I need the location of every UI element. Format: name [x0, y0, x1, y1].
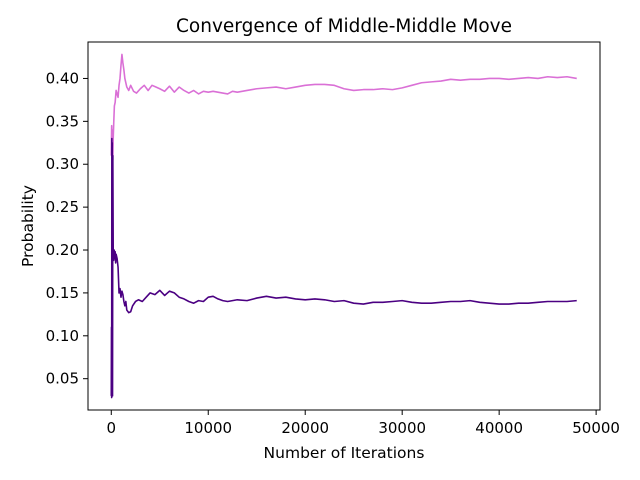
x-tick-label: 0 [106, 419, 116, 437]
y-tick-label: 0.40 [46, 69, 79, 87]
plot-series [110, 53, 577, 399]
y-tick-label: 0.30 [46, 155, 79, 173]
x-tick-label: 10000 [184, 419, 232, 437]
x-axis: 0 10000 20000 30000 40000 50000 [106, 410, 620, 437]
series-line-2 [110, 137, 577, 399]
y-tick-label: 0.10 [46, 327, 79, 345]
y-tick-label: 0.25 [46, 198, 79, 216]
y-tick-label: 0.05 [46, 370, 79, 388]
y-tick-label: 0.15 [46, 284, 79, 302]
y-axis-label: Probability [19, 185, 37, 267]
x-tick-label: 20000 [281, 419, 329, 437]
x-tick-label: 50000 [572, 419, 620, 437]
x-axis-label: Number of Iterations [264, 444, 425, 462]
plot-frame [87, 41, 601, 411]
chart-title: Convergence of Middle-Middle Move [176, 16, 512, 37]
x-tick-label: 40000 [475, 419, 523, 437]
y-tick-label: 0.20 [46, 241, 79, 259]
y-tick-label: 0.35 [46, 112, 79, 130]
series-line-1 [110, 53, 577, 161]
x-tick-label: 30000 [378, 419, 426, 437]
y-axis: 0.05 0.10 0.15 0.20 0.25 0.30 0.35 0.40 [46, 69, 88, 388]
